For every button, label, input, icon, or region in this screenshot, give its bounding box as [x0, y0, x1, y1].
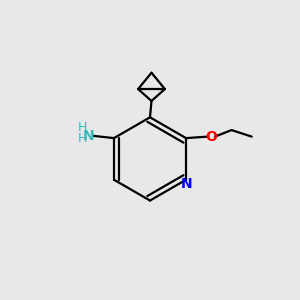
Text: O: O [206, 130, 217, 144]
Text: H: H [77, 121, 87, 134]
Text: N: N [83, 129, 94, 143]
Text: N: N [181, 177, 192, 190]
Text: H: H [77, 132, 87, 145]
